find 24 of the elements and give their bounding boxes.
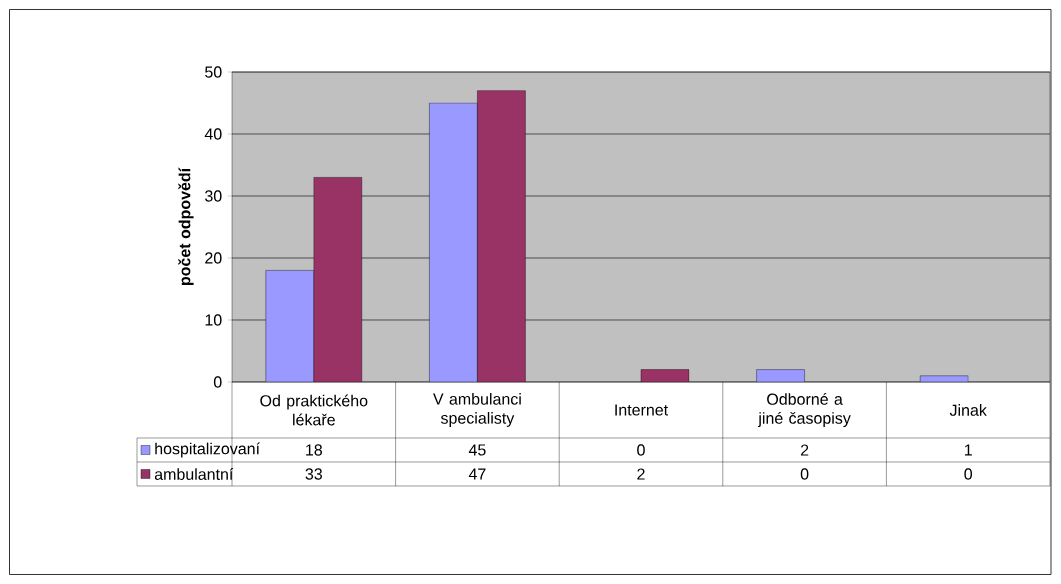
y-tick-label: 10: [205, 314, 222, 326]
legend-label: hospitalizovaní: [155, 442, 260, 458]
y-tick-label: 20: [205, 252, 222, 264]
legend-label: ambulantní: [154, 468, 234, 480]
data-label: 45: [468, 444, 486, 456]
data-label: 33: [305, 468, 322, 480]
y-tick-label: 50: [205, 66, 222, 78]
data-label: 0: [800, 468, 809, 480]
x-tick-label: V ambulanci specialisty: [433, 393, 521, 427]
y-tick-label: 0: [213, 376, 222, 388]
x-tick-label: Internet: [615, 404, 669, 416]
x-tick-label: Jinak: [949, 404, 987, 416]
data-label: 0: [637, 444, 645, 456]
x-tick-label: Odborné a jiné časopisy: [757, 392, 851, 428]
data-label: 1: [964, 444, 972, 456]
data-label: 47: [468, 468, 486, 480]
y-axis-title: počet odpovědí: [178, 167, 194, 286]
y-tick-label: 40: [204, 128, 222, 140]
y-tick-label: 30: [205, 190, 222, 202]
data-label: 0: [964, 468, 973, 480]
data-label: 18: [306, 444, 323, 456]
x-tick-label: Od praktického lékaře: [260, 394, 368, 426]
data-label: 2: [637, 468, 645, 480]
data-label: 2: [800, 444, 809, 456]
